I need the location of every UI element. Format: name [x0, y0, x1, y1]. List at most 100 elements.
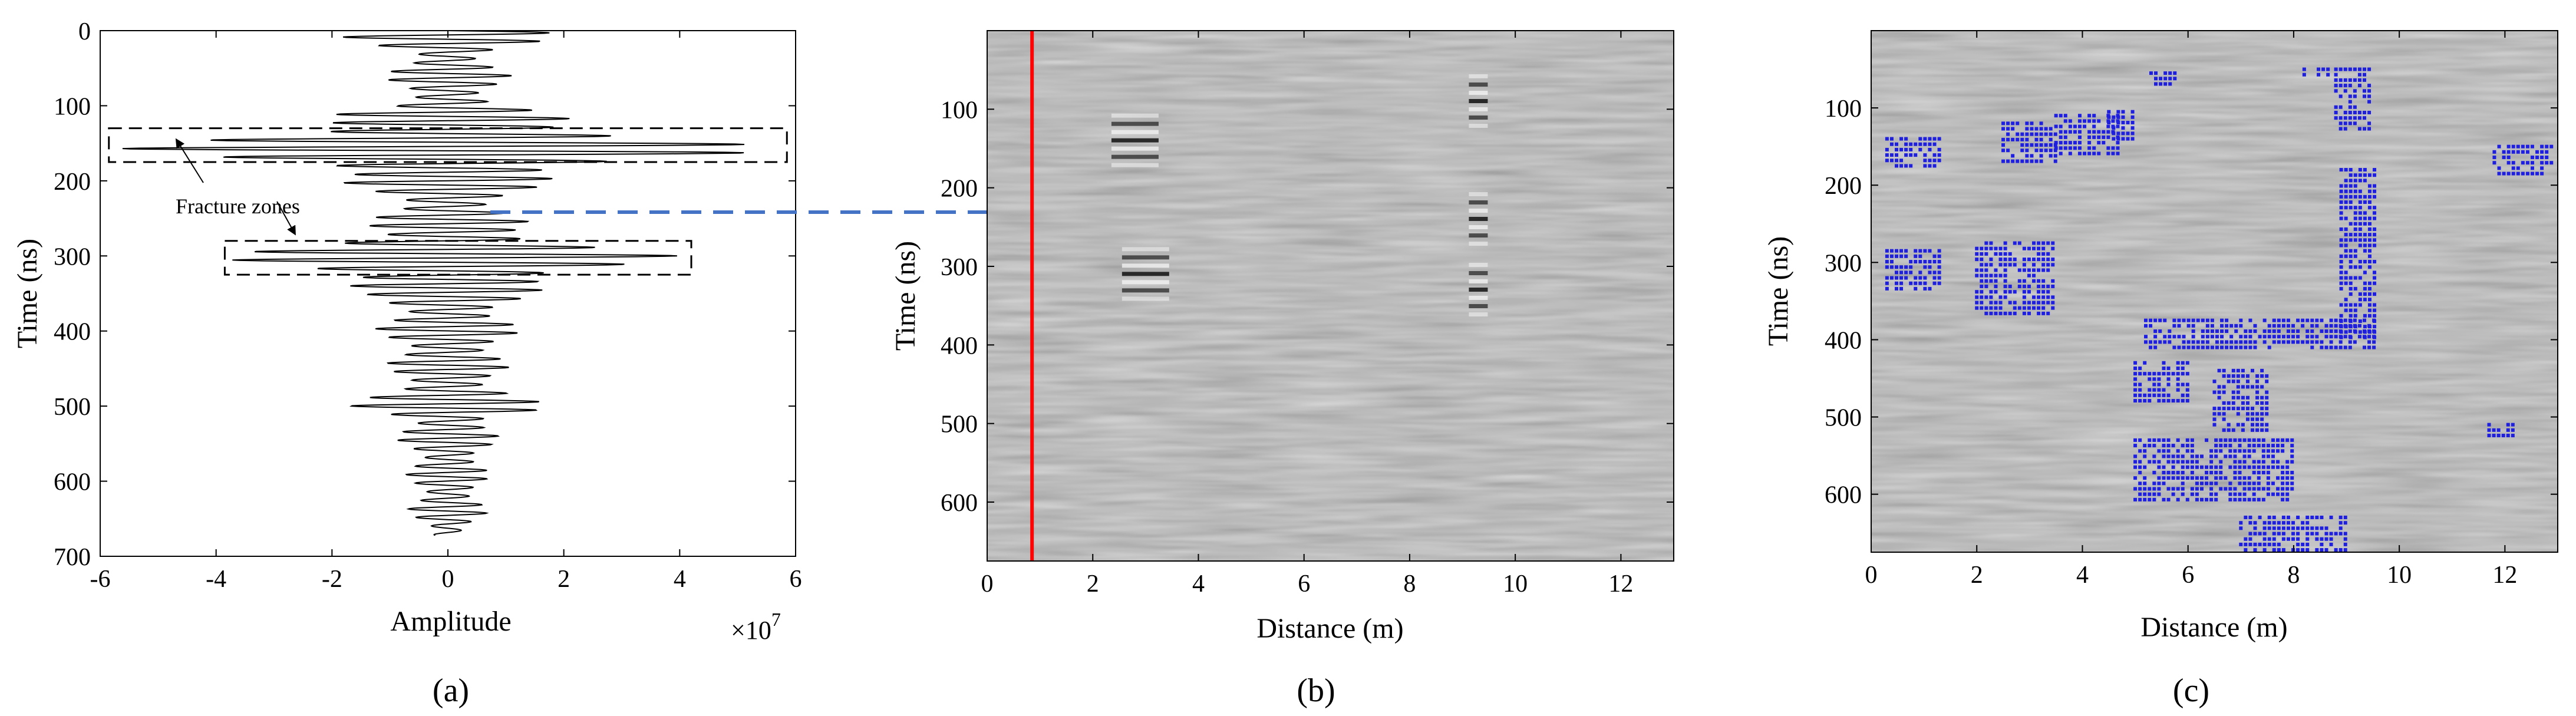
- detection-point: [2133, 382, 2138, 387]
- detection-point: [2234, 340, 2238, 344]
- panel-a-x-ticks: -6 -4 -2 0 2 4 6: [90, 31, 802, 593]
- detection-point: [2011, 154, 2015, 158]
- detection-point: [2168, 71, 2172, 75]
- detection-point: [2231, 428, 2235, 432]
- detection-point: [2281, 444, 2285, 448]
- detection-point: [2234, 345, 2238, 349]
- detection-point: [2205, 329, 2209, 334]
- detection-point: [1994, 284, 1998, 288]
- detection-point: [2290, 460, 2294, 464]
- detection-point: [2027, 301, 2031, 305]
- detection-point: [2037, 241, 2041, 245]
- detection-point: [2013, 241, 2017, 245]
- detection-point: [1889, 159, 1894, 163]
- detection-point: [2329, 532, 2333, 536]
- detection-point: [2549, 161, 2554, 165]
- panel-a-x-tick-label: 6: [790, 566, 802, 593]
- detection-point: [2236, 407, 2240, 411]
- detection-point: [1909, 265, 1913, 269]
- detection-point: [2272, 526, 2276, 530]
- detection-point: [2363, 222, 2367, 226]
- detection-point: [1909, 260, 1913, 264]
- detection-point: [2176, 366, 2180, 370]
- detection-point: [2143, 481, 2147, 486]
- detection-point: [2241, 401, 2245, 405]
- detection-point: [2032, 295, 2036, 299]
- detection-point: [2049, 143, 2053, 147]
- detection-point: [2348, 105, 2352, 109]
- detection-point: [2248, 532, 2252, 536]
- detection-point: [2044, 143, 2048, 147]
- detection-point: [2225, 340, 2229, 344]
- detection-point: [2130, 131, 2135, 136]
- detection-point: [2236, 374, 2240, 378]
- detection-point: [2252, 444, 2256, 448]
- detection-point: [2181, 382, 2185, 387]
- detection-point: [2363, 270, 2367, 275]
- detection-point: [2037, 246, 2041, 250]
- detection-point: [1909, 270, 1913, 275]
- detection-point: [2343, 516, 2347, 519]
- detection-point: [2149, 71, 2153, 75]
- detection-point: [2008, 284, 2012, 288]
- detection-point: [2046, 301, 2050, 305]
- detection-point: [2367, 127, 2371, 131]
- detection-point: [2353, 121, 2357, 126]
- detection-point: [1889, 249, 1894, 253]
- detection-point: [2041, 246, 2046, 250]
- detection-point: [2296, 548, 2300, 552]
- detection-point: [2172, 335, 2176, 339]
- detection-point: [1932, 153, 1937, 157]
- detection-point: [2521, 150, 2525, 154]
- detection-point: [2358, 168, 2362, 171]
- detection-point: [1918, 276, 1922, 280]
- detection-point: [2525, 171, 2529, 176]
- detection-point: [2181, 465, 2185, 469]
- detection-point: [2148, 438, 2152, 442]
- detection-point: [2271, 460, 2275, 464]
- detection-point: [2162, 481, 2166, 486]
- detection-point: [2037, 290, 2041, 294]
- panel-b-x-ticks: 0 2 4 6 8 10 12: [981, 31, 1633, 598]
- detection-point: [2068, 119, 2072, 123]
- detection-point: [1928, 164, 1932, 168]
- detection-point: [2016, 132, 2020, 136]
- detection-point: [2138, 449, 2142, 453]
- detection-point: [2186, 324, 2191, 328]
- detection-point: [2265, 407, 2269, 411]
- detection-point: [2049, 132, 2053, 136]
- detection-point: [2121, 121, 2125, 125]
- detection-point: [2367, 227, 2371, 231]
- detection-point: [2209, 492, 2214, 496]
- detection-point: [2525, 161, 2529, 165]
- detection-point: [2199, 476, 2204, 480]
- detection-point: [2244, 537, 2248, 541]
- detection-point: [2214, 481, 2218, 486]
- detection-point: [2176, 377, 2180, 381]
- detection-point: [2176, 487, 2180, 491]
- detection-point: [2224, 438, 2228, 442]
- detection-point: [2191, 324, 2195, 328]
- detection-point: [2205, 470, 2209, 474]
- detection-point: [2367, 94, 2371, 98]
- detection-point: [2344, 233, 2348, 237]
- detection-point: [2367, 184, 2371, 188]
- detection-point: [2353, 318, 2357, 322]
- detection-point: [2248, 335, 2252, 339]
- detection-point: [2367, 189, 2371, 193]
- detection-point: [2011, 127, 2015, 131]
- detection-point: [2046, 252, 2050, 256]
- detection-point: [2116, 110, 2120, 114]
- detection-point: [2144, 324, 2148, 328]
- detection-point: [2265, 380, 2269, 384]
- detection-point: [2367, 254, 2371, 258]
- detection-point: [2210, 324, 2214, 328]
- detection-point: [2272, 329, 2276, 334]
- detection-point: [2367, 89, 2371, 93]
- detection-point: [1895, 164, 1899, 168]
- detection-point: [2267, 335, 2271, 339]
- detection-point: [2324, 345, 2328, 349]
- detection-point: [2102, 135, 2106, 139]
- detection-point: [2511, 144, 2515, 149]
- detection-point: [2037, 258, 2041, 262]
